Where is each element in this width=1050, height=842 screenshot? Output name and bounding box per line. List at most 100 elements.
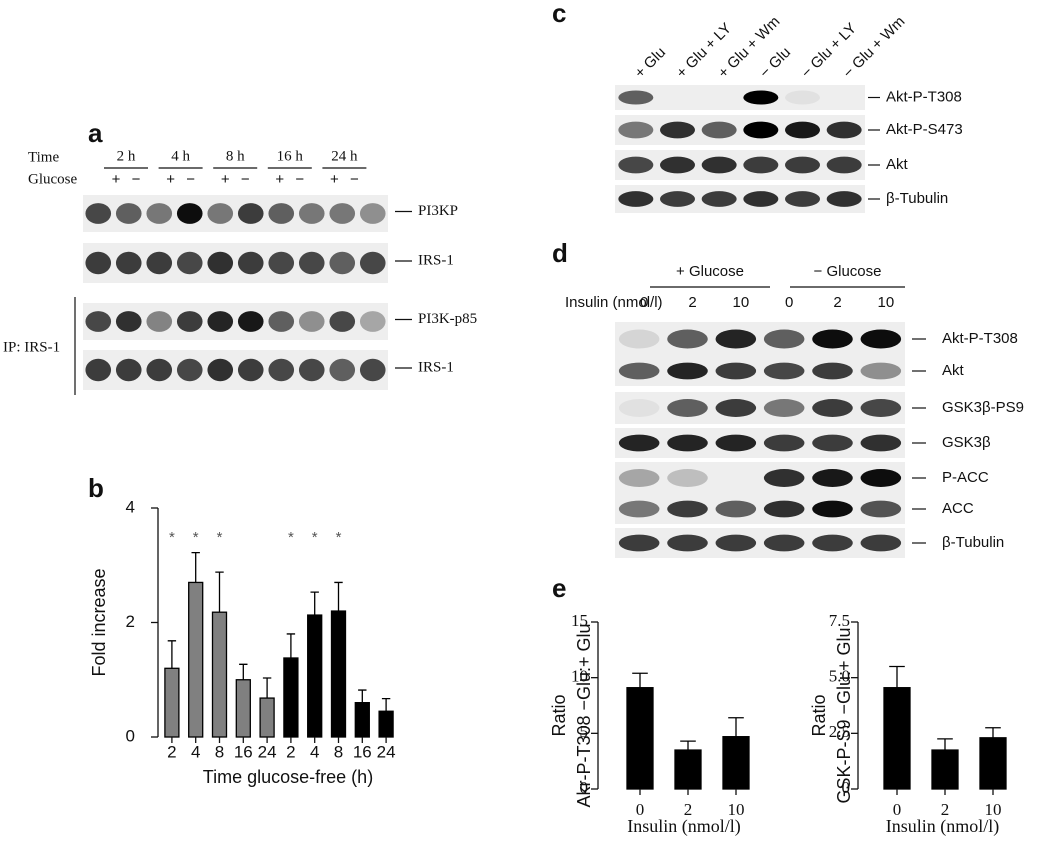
blot-band <box>826 121 862 139</box>
blot-band <box>298 251 325 275</box>
blot-band <box>618 534 660 552</box>
blot-band <box>237 311 264 332</box>
blot-band <box>785 156 820 174</box>
glucose-sign: − <box>132 171 141 188</box>
blot-band <box>618 362 660 380</box>
x-tick-label: 0 <box>636 800 645 819</box>
ip-label: IP: IRS-1 <box>3 339 60 355</box>
error-bar <box>358 689 367 703</box>
x-tick-label: 10 <box>985 800 1002 819</box>
panel-letter: c <box>552 0 566 28</box>
panel-letter: a <box>88 118 103 148</box>
blot-label: GSK3β <box>942 434 991 451</box>
x-tick-label: 24 <box>258 742 277 761</box>
blot-band <box>660 191 695 207</box>
y-tick-label: 0 <box>842 778 851 797</box>
bar <box>354 702 370 738</box>
blot-band <box>826 156 862 174</box>
blot-band <box>667 362 708 380</box>
blot-band <box>715 500 757 518</box>
y-axis-title: Fold increase <box>89 568 109 676</box>
blot-band <box>763 399 805 417</box>
lane-label: 10 <box>877 294 894 311</box>
blot-strip <box>615 115 865 145</box>
error-bar <box>310 591 319 616</box>
bar <box>164 667 180 738</box>
blot-band <box>812 362 853 380</box>
error-bar <box>167 640 177 669</box>
x-tick-label: 2 <box>684 800 693 819</box>
glucose-sign: + <box>112 171 121 188</box>
blot-band <box>329 203 356 224</box>
blot-band <box>176 358 203 382</box>
bar <box>722 736 750 790</box>
x-tick-label: 2 <box>286 742 295 761</box>
glucose-sign: − <box>350 171 359 188</box>
blot-band <box>763 362 805 380</box>
blot-band <box>85 311 112 332</box>
x-tick-label: 2 <box>941 800 950 819</box>
blot-band <box>618 121 654 139</box>
y-axis-title: GSK-P-S9 −Glu:+ Glu <box>834 627 854 803</box>
blot-band <box>207 311 234 332</box>
blot-band <box>860 534 902 552</box>
blot-band <box>618 329 660 349</box>
x-tick-label: 16 <box>234 742 253 761</box>
blot-band <box>237 358 264 382</box>
blot-band <box>860 362 902 380</box>
y-tick-label: 5 <box>580 722 589 741</box>
blot-band <box>763 329 805 349</box>
y-tick-label: 4 <box>126 497 135 516</box>
time-label: Time <box>28 149 59 165</box>
blot-band <box>329 358 356 382</box>
blot-band <box>667 399 708 417</box>
blot-band <box>667 534 708 552</box>
x-tick-label: 16 <box>353 742 372 761</box>
lane-label: 2 <box>688 294 696 311</box>
blot-band <box>359 311 386 332</box>
blot-band <box>667 500 708 518</box>
blot-band <box>146 311 173 332</box>
blot-strip <box>615 185 865 213</box>
blot-band <box>207 251 234 275</box>
blot-band <box>268 251 295 275</box>
blot-label: IRS-1 <box>418 359 454 375</box>
blot-band <box>860 434 902 452</box>
blot-label: β-Tubulin <box>942 534 1004 551</box>
y-axis-title: Ratio <box>549 694 569 736</box>
blot-label: β-Tubulin <box>886 190 948 207</box>
error-bar <box>680 740 696 751</box>
y-axis-title: Ratio <box>809 694 829 736</box>
x-axis-title: Insulin (nmol/l) <box>886 816 1000 837</box>
glucose-sign: − <box>186 171 195 188</box>
error-bar <box>262 677 272 699</box>
blot-band <box>359 203 386 224</box>
blot-band <box>115 203 142 224</box>
blot-band <box>618 156 654 174</box>
blot-band <box>176 203 203 224</box>
blot-label: GSK3β-PS9 <box>942 399 1024 416</box>
bar <box>979 737 1007 790</box>
blot-band <box>298 311 325 332</box>
blot-band <box>298 203 325 224</box>
x-tick-label: 24 <box>377 742 396 761</box>
blot-strip <box>615 356 905 386</box>
blot-band <box>701 156 737 174</box>
y-tick-label: 2.5 <box>829 722 850 741</box>
bar <box>931 749 959 790</box>
error-bar <box>334 581 343 612</box>
blot-band <box>298 358 325 382</box>
glucose-sign: + <box>330 171 339 188</box>
x-tick-label: 2 <box>167 742 176 761</box>
error-bar <box>728 717 744 737</box>
x-tick-label: 8 <box>334 742 343 761</box>
error-bar <box>286 633 296 658</box>
blot-band <box>785 121 820 139</box>
bar <box>259 697 275 738</box>
blot-strip <box>615 322 905 356</box>
time-point: 4 h <box>171 148 190 164</box>
blot-band <box>860 500 902 518</box>
lane-label: 0 <box>640 294 648 311</box>
panel-letter: e <box>552 573 566 603</box>
blot-label: PI3K-p85 <box>418 311 477 327</box>
